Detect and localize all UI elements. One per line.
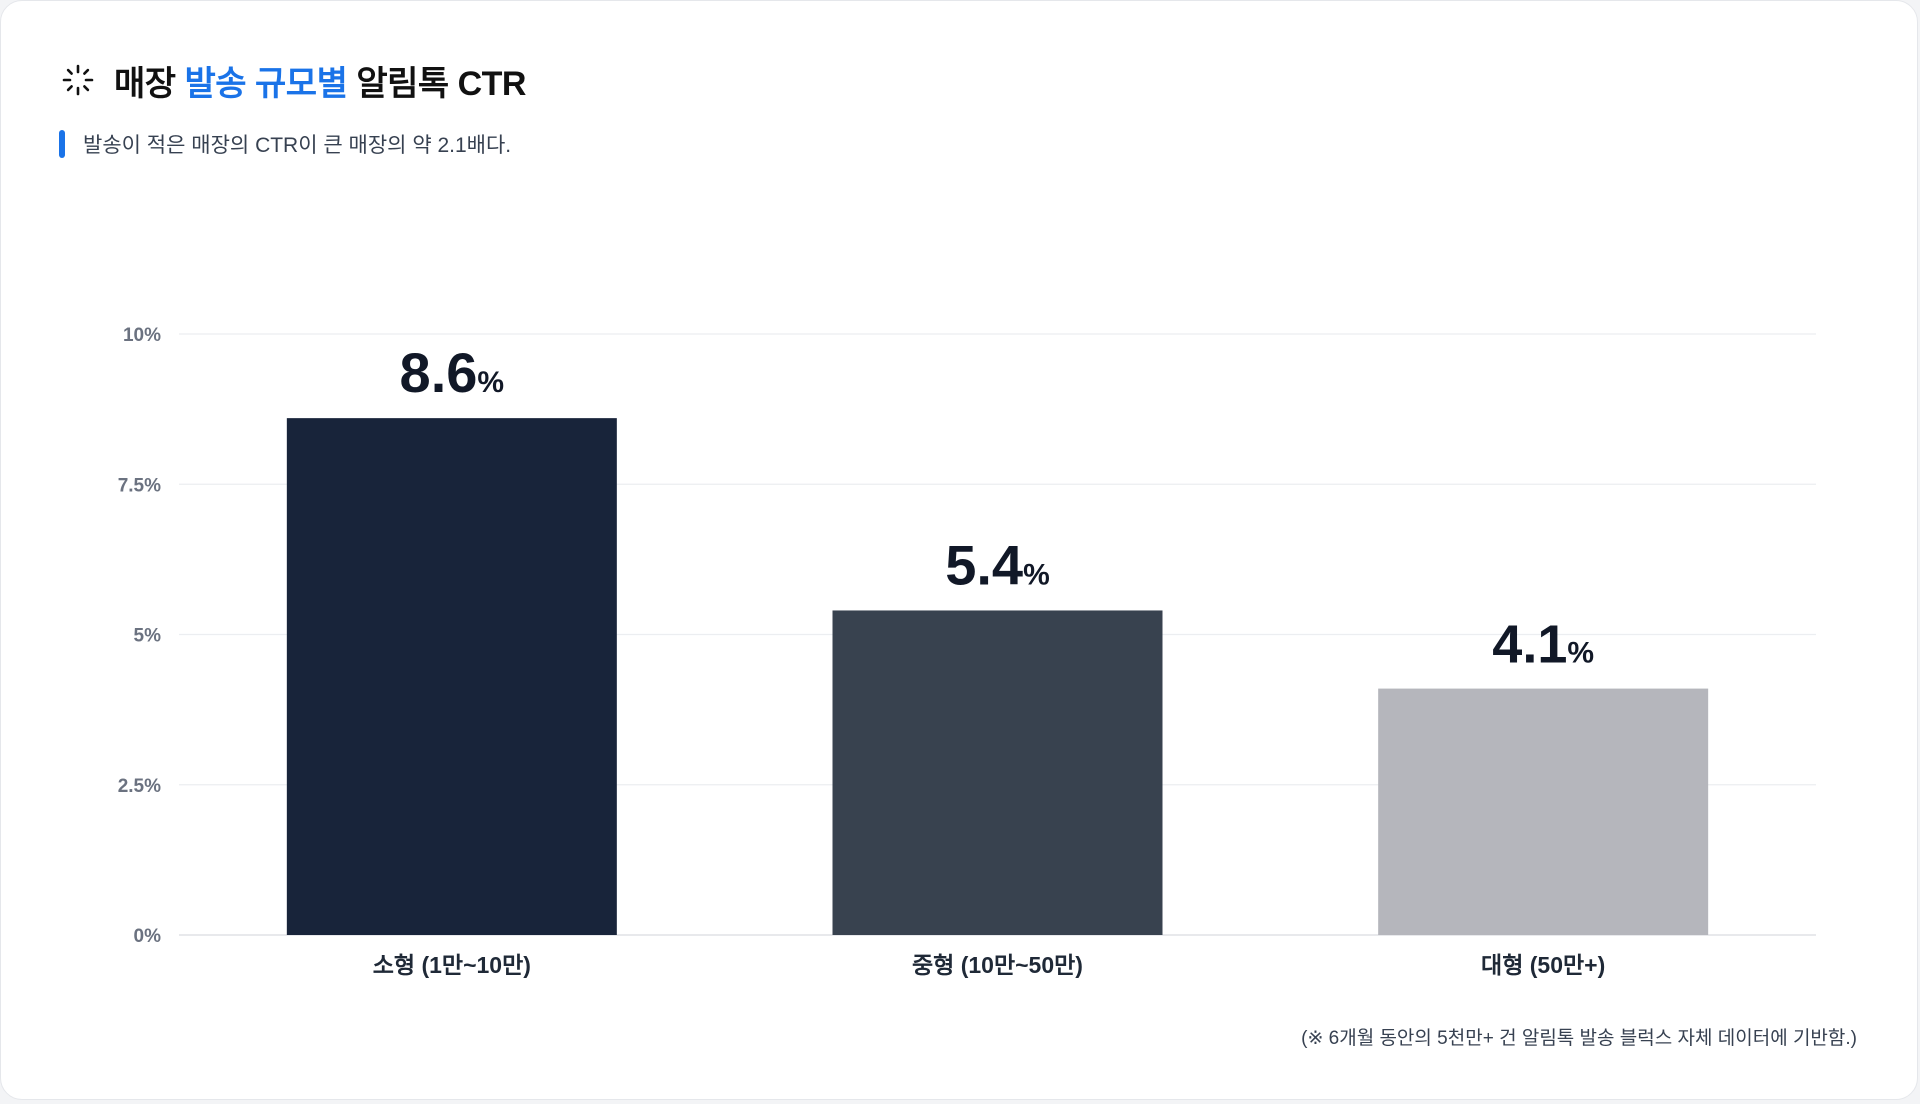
data-label: 4.1%: [1492, 615, 1594, 675]
page-title: 매장 발송 규모별 알림톡 CTR: [114, 56, 526, 105]
chart-header: 매장 발송 규모별 알림톡 CTR: [61, 55, 526, 105]
data-label-value: 8.6: [400, 341, 478, 404]
footnote: (※ 6개월 동안의 5천만+ 건 알림톡 발송 블럭스 자체 데이터에 기반함…: [1301, 1028, 1857, 1049]
title-part-1: 매장: [114, 64, 185, 103]
data-label: 5.4%: [945, 533, 1050, 596]
spinner-icon: [62, 64, 94, 96]
chart-subtitle: 발송이 적은 매장의 CTR이 큰 매장의 약 2.1배다.: [83, 134, 512, 157]
data-label-unit: %: [477, 366, 504, 399]
bar: [832, 610, 1163, 935]
title-part-2: 알림톡 CTR: [347, 64, 526, 103]
x-tick-label: 대형 (50만+): [1481, 952, 1605, 978]
bar: [286, 418, 617, 935]
y-tick-label: 7.5%: [118, 475, 161, 496]
y-tick-label: 10%: [123, 325, 161, 346]
bar: [1378, 688, 1709, 935]
x-tick-label: 소형 (1만~10만): [373, 952, 531, 978]
y-tick-label: 0%: [134, 926, 162, 947]
y-tick-label: 2.5%: [118, 776, 161, 797]
data-label-unit: %: [1567, 637, 1594, 670]
x-tick-label: 중형 (10만~50만): [912, 952, 1083, 978]
subtitle-row: 발송이 적은 매장의 CTR이 큰 매장의 약 2.1배다.: [59, 129, 511, 159]
data-label: 8.6%: [400, 341, 505, 404]
data-label-unit: %: [1023, 558, 1050, 591]
subtitle-accent-bar: [59, 130, 65, 158]
data-label-value: 5.4: [945, 533, 1023, 596]
y-tick-label: 5%: [134, 626, 162, 647]
title-accent: 발송 규모별: [184, 64, 348, 103]
data-label-value: 4.1: [1492, 615, 1567, 675]
